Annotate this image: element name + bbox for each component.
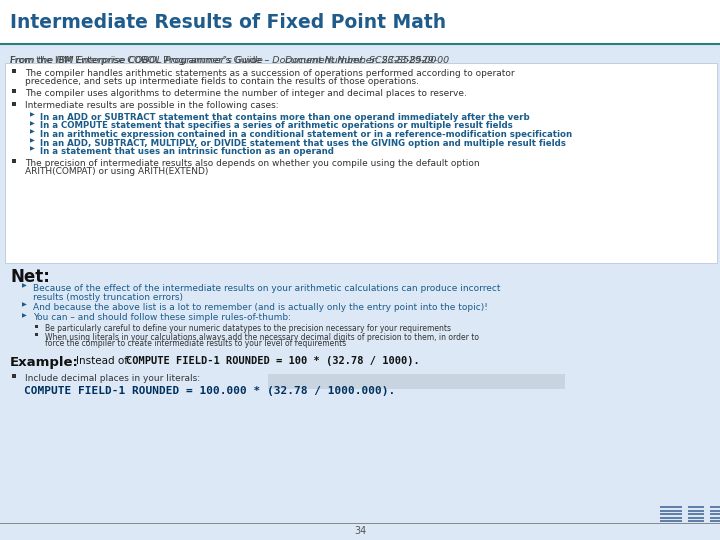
Text: Document Number: SC23-8529-00: Document Number: SC23-8529-00 <box>285 56 449 65</box>
Text: ARITH(COMPAT) or using ARITH(EXTEND): ARITH(COMPAT) or using ARITH(EXTEND) <box>25 167 208 176</box>
Text: precedence, and sets up intermediate fields to contain the results of those oper: precedence, and sets up intermediate fie… <box>25 78 419 86</box>
FancyBboxPatch shape <box>710 513 720 515</box>
FancyBboxPatch shape <box>688 513 704 515</box>
Text: force the compiler to create intermediate results to your level of requirements: force the compiler to create intermediat… <box>45 340 346 348</box>
FancyBboxPatch shape <box>12 89 16 93</box>
Text: ▶: ▶ <box>30 138 35 143</box>
FancyBboxPatch shape <box>710 516 720 518</box>
FancyBboxPatch shape <box>660 506 682 508</box>
Text: Net:: Net: <box>10 268 50 286</box>
Text: ▶: ▶ <box>30 112 35 118</box>
FancyBboxPatch shape <box>5 63 717 263</box>
FancyBboxPatch shape <box>688 516 704 518</box>
Text: And because the above list is a lot to remember (and is actually only the entry : And because the above list is a lot to r… <box>33 303 488 312</box>
Text: Example:: Example: <box>10 356 79 369</box>
Text: ▶: ▶ <box>22 313 27 318</box>
Text: When using literals in your calculations always add the necessary decimal digits: When using literals in your calculations… <box>45 333 479 341</box>
Text: From the IBM Enterprise COBOL Programmer’s Guide -: From the IBM Enterprise COBOL Programmer… <box>10 56 271 65</box>
FancyBboxPatch shape <box>12 159 16 163</box>
FancyBboxPatch shape <box>710 520 720 522</box>
Text: You can – and should follow these simple rules-of-thumb:: You can – and should follow these simple… <box>33 314 291 322</box>
Text: ▶: ▶ <box>22 284 27 288</box>
Text: The compiler uses algorithms to determine the number of integer and decimal plac: The compiler uses algorithms to determin… <box>25 89 467 98</box>
FancyBboxPatch shape <box>12 69 16 73</box>
FancyBboxPatch shape <box>35 325 37 327</box>
Text: Be particularly careful to define your numeric datatypes to the precision necess: Be particularly careful to define your n… <box>45 324 451 333</box>
FancyBboxPatch shape <box>688 520 704 522</box>
FancyBboxPatch shape <box>0 44 720 540</box>
FancyBboxPatch shape <box>660 516 682 518</box>
FancyBboxPatch shape <box>688 506 704 508</box>
Text: ▶: ▶ <box>30 121 35 126</box>
Text: The compiler handles arithmetic statements as a succession of operations perform: The compiler handles arithmetic statemen… <box>25 69 515 78</box>
FancyBboxPatch shape <box>35 333 37 336</box>
Text: In a COMPUTE statement that specifies a series of arithmetic operations or multi: In a COMPUTE statement that specifies a … <box>40 122 513 131</box>
Text: ▶: ▶ <box>22 302 27 307</box>
FancyBboxPatch shape <box>710 506 720 508</box>
Text: ▶: ▶ <box>30 130 35 134</box>
Text: Because of the effect of the intermediate results on your arithmetic calculation: Because of the effect of the intermediat… <box>33 284 500 293</box>
FancyBboxPatch shape <box>268 374 565 389</box>
Text: ▶: ▶ <box>30 146 35 152</box>
Text: In an arithmetic expression contained in a conditional statement or in a referen: In an arithmetic expression contained in… <box>40 130 572 139</box>
FancyBboxPatch shape <box>12 374 16 378</box>
Text: From the IBM Enterprise COBOL Programmer's Guide - Document Number: SC23-8529-00: From the IBM Enterprise COBOL Programmer… <box>10 56 436 65</box>
Text: Instead of:: Instead of: <box>76 356 135 366</box>
Text: The precision of intermediate results also depends on whether you compile using : The precision of intermediate results al… <box>25 159 480 167</box>
Text: COMPUTE FIELD-1 ROUNDED = 100.000 * (32.78 / 1000.000).: COMPUTE FIELD-1 ROUNDED = 100.000 * (32.… <box>24 386 395 396</box>
Text: results (mostly truncation errors): results (mostly truncation errors) <box>33 293 183 301</box>
FancyBboxPatch shape <box>660 513 682 515</box>
Text: In an ADD or SUBTRACT statement that contains more than one operand immediately : In an ADD or SUBTRACT statement that con… <box>40 113 530 122</box>
FancyBboxPatch shape <box>710 510 720 511</box>
Text: Intermediate Results of Fixed Point Math: Intermediate Results of Fixed Point Math <box>10 12 446 31</box>
FancyBboxPatch shape <box>0 0 720 43</box>
Text: COMPUTE FIELD-1 ROUNDED = 100 * (32.78 / 1000).: COMPUTE FIELD-1 ROUNDED = 100 * (32.78 /… <box>126 356 420 366</box>
FancyBboxPatch shape <box>688 510 704 511</box>
Text: In a statement that uses an intrinsic function as an operand: In a statement that uses an intrinsic fu… <box>40 147 334 156</box>
FancyBboxPatch shape <box>660 520 682 522</box>
Text: Include decimal places in your literals:: Include decimal places in your literals: <box>25 374 200 383</box>
FancyBboxPatch shape <box>660 510 682 511</box>
Text: Intermediate results are possible in the following cases:: Intermediate results are possible in the… <box>25 102 279 111</box>
Text: 34: 34 <box>354 526 366 536</box>
FancyBboxPatch shape <box>12 102 16 105</box>
Text: In an ADD, SUBTRACT, MULTIPLY, or DIVIDE statement that uses the GIVING option a: In an ADD, SUBTRACT, MULTIPLY, or DIVIDE… <box>40 138 566 147</box>
